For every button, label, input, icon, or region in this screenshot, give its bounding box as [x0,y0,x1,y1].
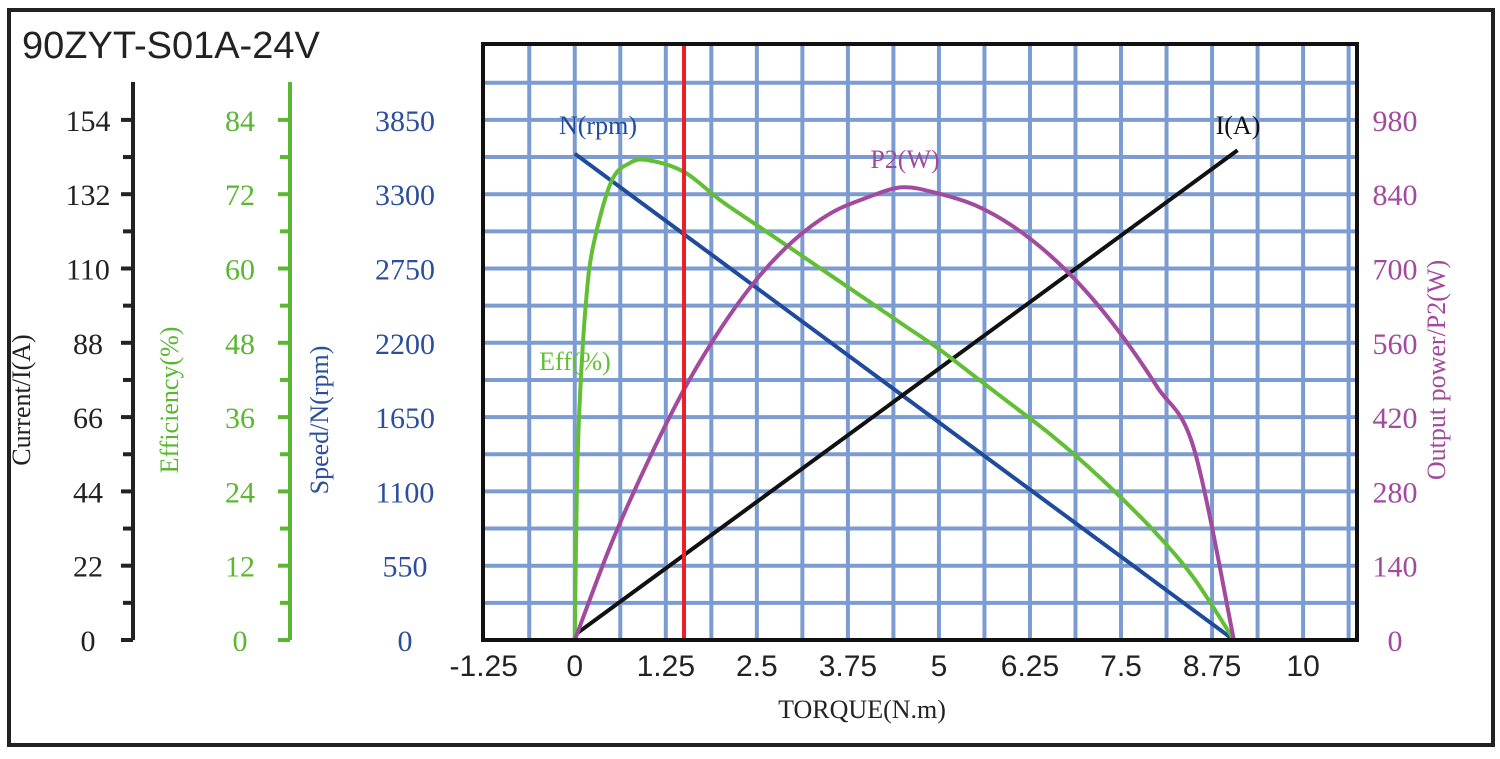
x-tick-label: -1.25 [450,650,518,683]
eff-tick-label: 36 [225,402,255,435]
current-axis-title: Current/I(A) [7,334,36,465]
current-tick-label: 132 [66,179,111,212]
series-label-speed: N(rpm) [559,111,637,140]
series-line-eff [572,157,1236,642]
curves [572,44,1239,642]
current-tick-label: 88 [73,328,103,361]
x-tick-label: 3.75 [819,650,877,683]
axes: -1.25 0 1.25 2.5 3.75 5 6.25 7.5 8.75 10 0 22 44 66 88… [7,82,1451,683]
x-tick-label: 0 [566,650,583,683]
eff-tick-label: 12 [225,551,255,584]
speed-tick-label: 3850 [375,105,435,138]
speed-tick-label: 550 [383,551,428,584]
outer-frame [7,8,1495,747]
speed-tick-label: 2200 [375,328,435,361]
current-tick-label: 66 [73,402,103,435]
x-tick-label: 7.5 [1100,650,1142,683]
current-tick-label: 154 [66,105,111,138]
x-tick-label: 8.75 [1183,650,1241,683]
x-tick-label: 5 [931,650,948,683]
series-label-efficiency: Eff(%) [539,347,611,376]
eff-tick-label: 72 [225,179,255,212]
p2-tick-label: 140 [1373,551,1418,584]
series-label-power: P2(W) [870,145,939,174]
speed-tick-label: 0 [398,625,413,658]
x-tick-label: 10 [1286,650,1319,683]
eff-tick-label: 24 [225,476,255,509]
x-tick-label: 6.25 [1001,650,1059,683]
current-tick-label: 0 [81,625,96,658]
p2-tick-label: 280 [1373,476,1418,509]
current-tick-label: 44 [73,476,103,509]
eff-tick-label: 0 [233,625,248,658]
x-tick-label: 2.5 [736,650,778,683]
p2-tick-label: 840 [1373,179,1418,212]
speed-tick-label: 1650 [375,402,435,435]
series-line-p2 [572,185,1236,641]
speed-axis-title: Speed/N(rpm) [305,346,334,495]
p2-tick-label: 560 [1373,328,1418,361]
p2-tick-label: 0 [1388,625,1403,658]
p2-tick-label: 420 [1373,402,1418,435]
series-line-current [573,148,1239,637]
current-tick-label: 22 [73,551,103,584]
x-axis-title: TORQUE(N.m) [778,695,946,724]
chart-title: 90ZYT-S01A-24V [22,25,320,67]
x-tick-label: 1.25 [637,650,695,683]
p2-axis-title: Output power/P2(W) [1422,260,1451,480]
p2-tick-label: 980 [1373,105,1418,138]
speed-tick-label: 2750 [375,254,435,287]
plot-frame [481,42,1359,642]
series-label-current: I(A) [1216,111,1261,140]
eff-axis-title: Efficiency(%) [155,327,184,474]
p2-tick-label: 700 [1373,254,1418,287]
speed-tick-label: 3300 [375,179,435,212]
grid [483,44,1357,640]
speed-tick-label: 1100 [376,476,435,509]
current-tick-label: 110 [66,254,110,287]
eff-tick-label: 48 [225,328,255,361]
eff-tick-label: 84 [225,105,255,138]
eff-tick-label: 60 [225,254,255,287]
